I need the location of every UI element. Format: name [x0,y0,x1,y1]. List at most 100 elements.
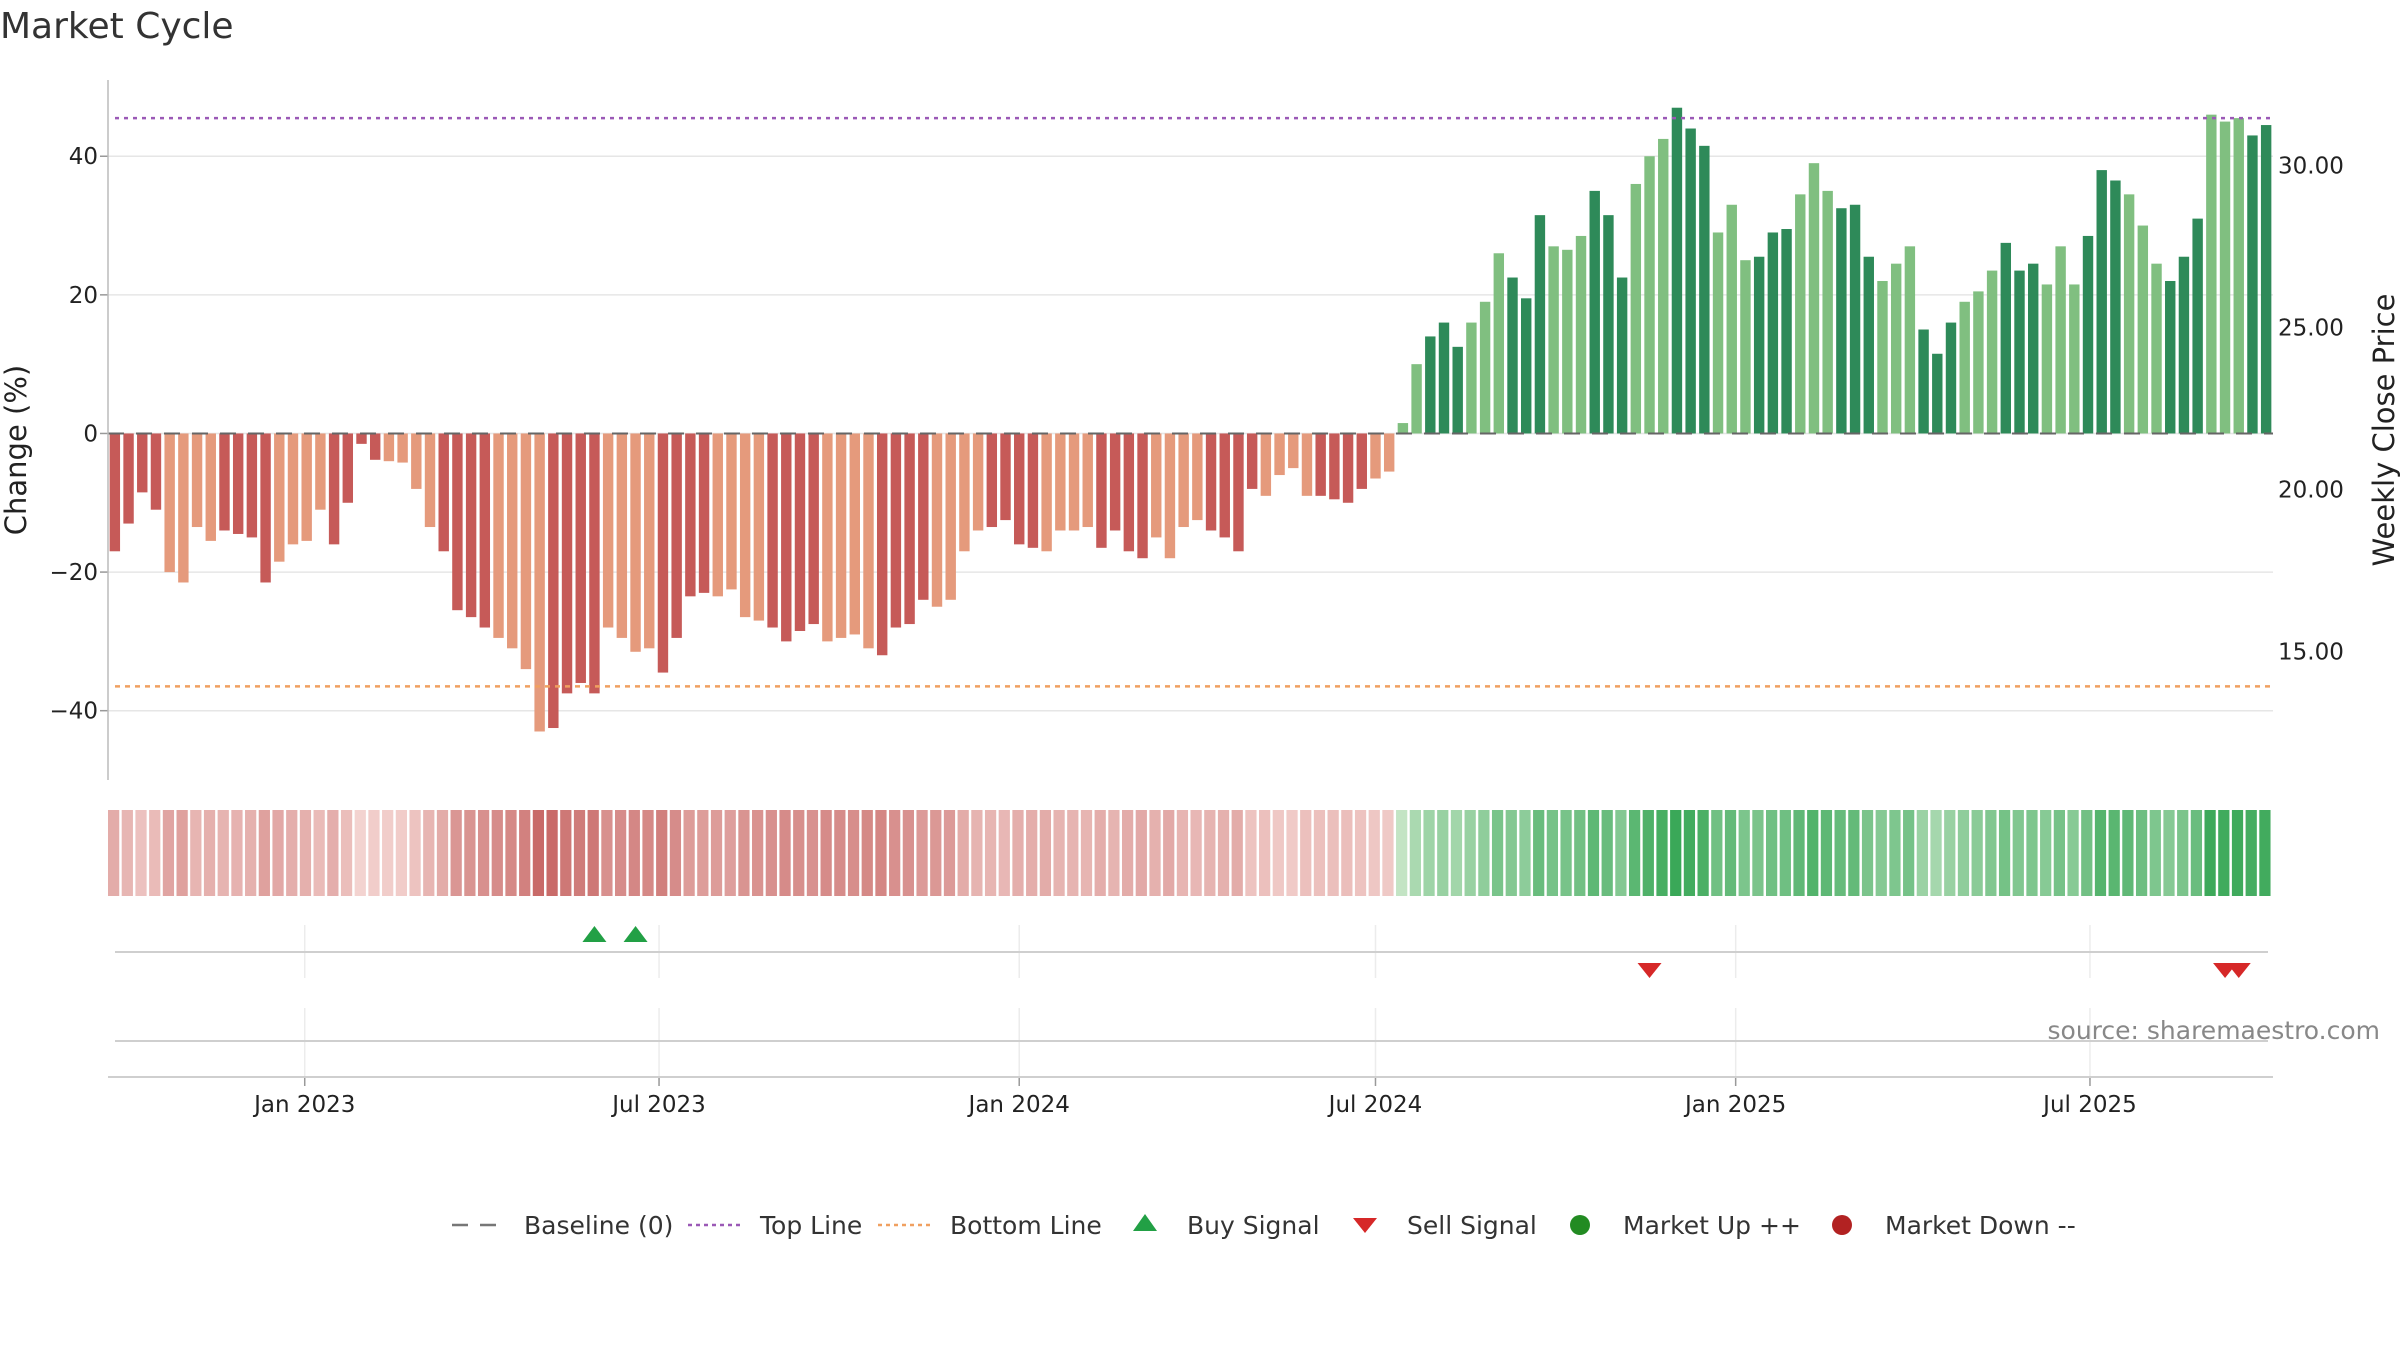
heat-cell [1478,810,1490,896]
heat-cell [1313,810,1326,896]
bar [534,433,545,732]
heat-cell [1108,810,1120,896]
heat-cell [409,810,421,896]
y-tick-label: 40 [69,144,98,170]
bar [2260,125,2272,434]
heat-cell [1848,810,1860,896]
heat-cell [505,810,517,896]
bar [1808,163,1820,434]
heat-cell [1039,810,1052,896]
bar [1822,190,1833,434]
x-tick-label: Jul 2024 [1327,1092,1423,1118]
heat-cell [121,810,133,896]
bar [2123,194,2135,434]
heat-cell [135,810,147,896]
legend-item: Bottom Line [878,1211,1102,1240]
heat-cell [697,810,709,896]
y2-axis-title: Weekly Close Price [2367,294,2400,567]
bar [232,433,244,534]
x-tick-label: Jul 2025 [2041,1092,2137,1118]
bar [2151,263,2162,434]
bar [315,433,326,510]
heat-cell [1807,810,1819,896]
heat-cell [2177,810,2189,896]
bar [520,433,532,670]
legend-label: Baseline (0) [524,1211,673,1240]
bar [1096,433,1107,548]
heat-cell [340,810,353,896]
bar [2206,114,2217,434]
bar [438,433,449,552]
bar-series [109,107,2272,732]
bar [452,433,463,611]
bar [1027,433,1039,548]
bar [835,433,847,638]
bar [2165,280,2176,434]
bar [260,433,271,583]
heat-cell [1738,810,1750,896]
bar [739,433,751,618]
bar [1342,433,1354,503]
heat-cell [724,810,736,896]
bar [1685,128,1696,434]
y2-tick-label: 25.00 [2278,315,2344,341]
bar [1329,433,1340,500]
heat-cell [710,810,723,896]
bar [1370,433,1381,479]
bar [548,433,559,729]
heat-cell [1067,810,1079,896]
heat-cell [464,810,476,896]
bar [876,433,888,656]
bar [904,433,915,625]
heat-cell [2245,810,2257,896]
bar [1795,194,1806,434]
bar [1603,215,1614,434]
bar [2069,284,2080,434]
bar [1041,433,1052,552]
heat-cell [231,810,243,896]
bar [753,433,765,621]
legend-swatch [1353,1218,1377,1233]
bar [1493,253,1505,434]
bar [287,433,299,545]
bar [1986,270,1998,434]
heat-cell [1615,810,1627,896]
bar [1014,433,1025,545]
x-tick-label: Jan 2023 [252,1092,355,1118]
bar [1479,301,1491,434]
heat-cell [532,810,545,896]
heat-cell [1957,810,1970,896]
x-tick-label: Jan 2024 [967,1092,1070,1118]
bar [383,433,395,462]
bar [808,433,819,625]
heat-cell [656,810,668,896]
bar [1082,433,1093,528]
bar [1904,246,1916,434]
sell-signal-marker [2226,963,2251,978]
heat-cell [1245,810,1257,896]
heat-cell [2067,810,2079,896]
heat-cell [1834,810,1846,896]
bar [1863,256,1874,434]
bar [1932,353,1943,434]
bar [1466,322,1477,434]
heat-cell [1217,810,1230,896]
heat-cell [1176,810,1189,896]
heat-cell [190,810,202,896]
bar [1753,256,1765,434]
heat-cell [2149,810,2161,896]
bar [342,433,354,503]
heat-cell [1944,810,1956,896]
heat-cell [628,810,640,896]
heat-cell [519,810,531,896]
bar [1123,433,1135,552]
bar [726,433,737,590]
heat-cell [436,810,449,896]
bar [2233,118,2244,434]
heat-cell [2218,810,2230,896]
heat-cell [2190,810,2203,896]
y2-tick-label: 30.00 [2278,153,2344,179]
bar [1137,433,1148,559]
legend-label: Buy Signal [1187,1211,1320,1240]
heat-cell [2259,810,2271,896]
